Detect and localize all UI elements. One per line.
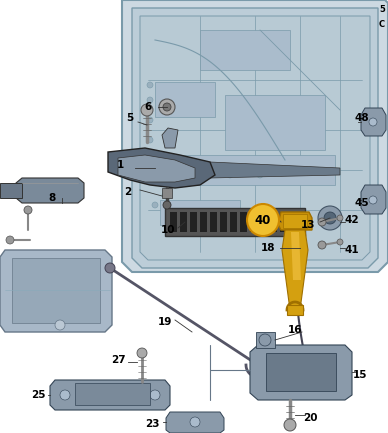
Polygon shape xyxy=(287,305,303,315)
Polygon shape xyxy=(256,332,275,348)
Bar xyxy=(162,188,172,198)
Text: 10: 10 xyxy=(161,225,175,235)
Circle shape xyxy=(318,218,326,226)
Bar xyxy=(250,212,257,232)
Text: 18: 18 xyxy=(261,243,275,253)
Bar xyxy=(190,212,197,232)
Circle shape xyxy=(337,239,343,245)
Text: 20: 20 xyxy=(303,413,317,423)
Circle shape xyxy=(147,97,153,103)
Polygon shape xyxy=(291,232,301,280)
Polygon shape xyxy=(162,128,178,148)
Circle shape xyxy=(105,263,115,273)
Polygon shape xyxy=(118,155,195,182)
Polygon shape xyxy=(361,185,386,214)
Circle shape xyxy=(141,104,153,116)
Text: 40: 40 xyxy=(255,213,271,226)
Text: 48: 48 xyxy=(355,113,369,123)
Circle shape xyxy=(337,215,343,221)
Text: 41: 41 xyxy=(345,245,359,255)
Text: 25: 25 xyxy=(31,390,45,400)
Text: 45: 45 xyxy=(355,198,369,208)
Circle shape xyxy=(6,236,14,244)
Polygon shape xyxy=(282,230,308,310)
Polygon shape xyxy=(250,345,352,400)
Circle shape xyxy=(162,192,168,198)
Bar xyxy=(200,30,290,70)
Text: 27: 27 xyxy=(111,355,125,365)
Bar xyxy=(260,212,267,232)
Circle shape xyxy=(324,212,336,224)
Bar xyxy=(12,258,100,323)
Circle shape xyxy=(150,390,160,400)
Circle shape xyxy=(147,137,153,143)
Bar xyxy=(200,212,207,232)
Text: 5: 5 xyxy=(379,5,385,14)
Polygon shape xyxy=(283,214,307,228)
Polygon shape xyxy=(0,250,112,332)
Bar xyxy=(155,82,215,117)
Bar xyxy=(75,383,150,405)
Circle shape xyxy=(137,348,147,358)
Text: 23: 23 xyxy=(145,419,159,429)
Circle shape xyxy=(284,419,296,431)
Polygon shape xyxy=(50,380,170,410)
Bar xyxy=(165,208,305,236)
Bar xyxy=(230,212,237,232)
Polygon shape xyxy=(0,183,22,198)
Text: 15: 15 xyxy=(353,370,367,380)
Bar xyxy=(155,155,335,185)
Text: 19: 19 xyxy=(158,317,172,327)
Circle shape xyxy=(163,103,171,111)
Bar xyxy=(266,353,336,391)
Text: 2: 2 xyxy=(125,187,132,197)
Polygon shape xyxy=(140,16,370,260)
Circle shape xyxy=(369,118,377,126)
Circle shape xyxy=(159,99,175,115)
Circle shape xyxy=(152,202,158,208)
Polygon shape xyxy=(122,0,388,272)
Polygon shape xyxy=(278,212,312,230)
Polygon shape xyxy=(210,162,340,178)
Circle shape xyxy=(197,172,203,178)
Circle shape xyxy=(163,201,171,209)
Bar xyxy=(225,95,325,150)
Circle shape xyxy=(147,117,153,123)
Circle shape xyxy=(190,417,200,427)
Bar xyxy=(180,212,187,232)
Circle shape xyxy=(147,82,153,88)
Text: 16: 16 xyxy=(288,325,302,335)
Circle shape xyxy=(60,390,70,400)
Circle shape xyxy=(259,334,271,346)
Text: 13: 13 xyxy=(301,220,315,230)
Text: 1: 1 xyxy=(116,160,124,170)
Circle shape xyxy=(247,204,279,236)
Polygon shape xyxy=(132,8,378,268)
Text: 8: 8 xyxy=(48,193,55,203)
Text: 5: 5 xyxy=(126,113,133,123)
Polygon shape xyxy=(166,412,224,433)
Bar xyxy=(170,212,177,232)
Polygon shape xyxy=(108,148,215,188)
Bar xyxy=(210,212,217,232)
Circle shape xyxy=(24,206,32,214)
Circle shape xyxy=(172,172,178,178)
Bar xyxy=(270,212,277,232)
Polygon shape xyxy=(16,178,84,203)
Polygon shape xyxy=(361,108,386,136)
Text: 6: 6 xyxy=(144,102,152,112)
Text: C: C xyxy=(379,20,385,29)
Circle shape xyxy=(55,320,65,330)
Circle shape xyxy=(369,196,377,204)
Circle shape xyxy=(227,172,233,178)
Bar xyxy=(160,200,240,225)
Bar xyxy=(240,212,247,232)
Bar xyxy=(280,212,287,232)
Circle shape xyxy=(318,241,326,249)
Circle shape xyxy=(318,206,342,230)
Circle shape xyxy=(257,172,263,178)
Text: 42: 42 xyxy=(345,215,359,225)
Bar xyxy=(220,212,227,232)
